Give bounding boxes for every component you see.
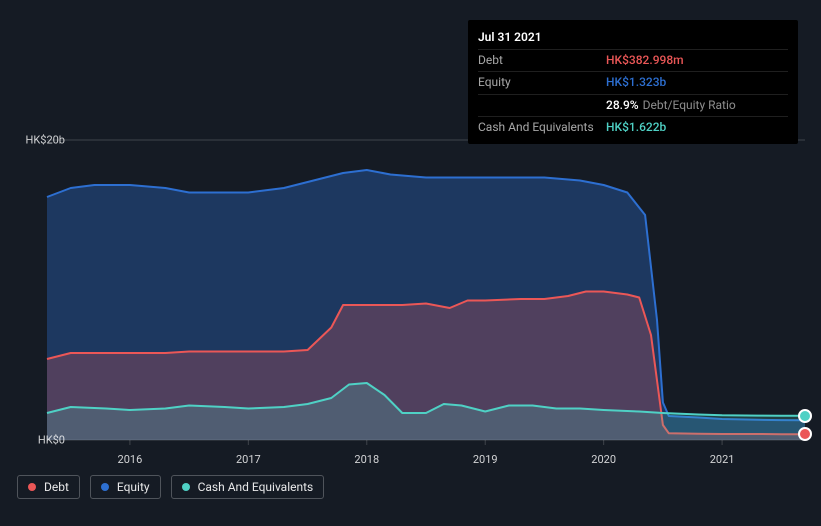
legend: Debt Equity Cash And Equivalents (17, 475, 324, 499)
legend-dot (182, 483, 190, 491)
legend-label: Cash And Equivalents (198, 480, 314, 494)
y-axis-label-bottom: HK$0 (25, 434, 65, 447)
tooltip-row-label (478, 96, 606, 115)
tooltip-row-value: HK$1.323b (606, 73, 666, 92)
tooltip-row-suffix: Debt/Equity Ratio (643, 96, 736, 115)
tooltip: Jul 31 2021 DebtHK$382.998mEquityHK$1.32… (468, 20, 798, 144)
legend-label: Equity (117, 480, 150, 494)
y-axis-label-top: HK$20b (25, 134, 65, 147)
tooltip-row: Cash And EquivalentsHK$1.622b (478, 116, 788, 138)
tooltip-row-value: HK$1.622b (606, 118, 666, 137)
tooltip-row-label: Debt (478, 51, 606, 70)
legend-item[interactable]: Equity (90, 475, 161, 499)
tooltip-row-label: Equity (478, 73, 606, 92)
x-axis-label: 2021 (710, 453, 735, 466)
legend-label: Debt (44, 480, 69, 494)
tooltip-row: DebtHK$382.998m (478, 49, 788, 71)
tooltip-title: Jul 31 2021 (478, 26, 788, 49)
legend-item[interactable]: Cash And Equivalents (171, 475, 325, 499)
tooltip-row: 28.9%Debt/Equity Ratio (478, 94, 788, 116)
x-axis-label: 2019 (473, 453, 498, 466)
x-axis-labels: 2016 2017 2018 2019 2020 2021 (17, 453, 805, 473)
tooltip-rows: DebtHK$382.998mEquityHK$1.323b28.9%Debt/… (478, 49, 788, 138)
x-axis-label: 2020 (591, 453, 616, 466)
tooltip-row-value: 28.9% (606, 96, 639, 115)
legend-dot (28, 483, 36, 491)
series-marker (798, 409, 812, 423)
x-axis-label: 2018 (354, 453, 379, 466)
tooltip-row-label: Cash And Equivalents (478, 118, 606, 137)
x-axis-label: 2017 (236, 453, 261, 466)
series-marker (798, 427, 812, 441)
x-axis-label: 2016 (118, 453, 143, 466)
tooltip-row-value: HK$382.998m (606, 51, 684, 70)
tooltip-row: EquityHK$1.323b (478, 71, 788, 93)
legend-item[interactable]: Debt (17, 475, 80, 499)
legend-dot (101, 483, 109, 491)
